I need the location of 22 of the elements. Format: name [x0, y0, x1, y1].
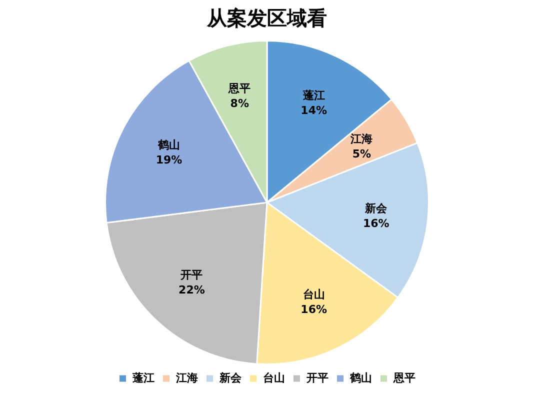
data-label: 16%	[362, 217, 390, 230]
slice-label: 恩平	[228, 82, 251, 95]
data-label: 19%	[156, 153, 182, 166]
slice-label: 蓬江	[302, 88, 325, 102]
slice-label: 开平	[180, 268, 203, 282]
slice-label: 鹤山	[157, 138, 180, 152]
slice-label: 江海	[350, 132, 373, 146]
legend-label: 新会	[218, 371, 242, 384]
legend-label: 开平	[305, 371, 328, 384]
legend-label: 蓬江	[131, 371, 154, 384]
chart-title: 从案发区域看	[206, 6, 327, 30]
slice-label: 台山	[302, 288, 325, 301]
data-label: 8%	[230, 96, 249, 110]
legend-label: 江海	[174, 371, 198, 384]
data-label: 22%	[178, 284, 205, 297]
legend-label: 鹤山	[348, 371, 372, 384]
data-label: 14%	[300, 104, 328, 117]
legend-label: 台山	[262, 371, 285, 384]
legend-label: 恩平	[392, 371, 416, 384]
data-label: 5%	[352, 147, 372, 160]
slice-label: 新会	[364, 202, 388, 216]
data-label: 16%	[300, 302, 328, 316]
